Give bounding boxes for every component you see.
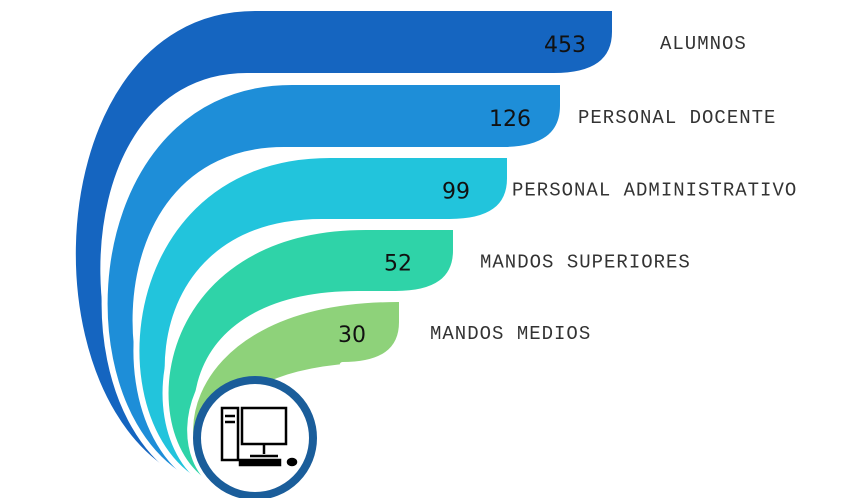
value: 453 (544, 33, 586, 58)
value: 99 (442, 180, 470, 205)
label: MANDOS MEDIOS (430, 323, 591, 345)
computer-icon (220, 406, 298, 467)
label: PERSONAL DOCENTE (578, 107, 776, 129)
texts: 453 ALUMNOS 126 PERSONAL DOCENTE 99 PERSONAL … (338, 33, 797, 348)
bands (69, 5, 618, 497)
label: MANDOS SUPERIORES (480, 252, 691, 274)
value: 30 (338, 323, 366, 348)
value: 126 (489, 107, 531, 132)
value: 52 (384, 252, 412, 277)
label: ALUMNOS (660, 33, 747, 55)
label: PERSONAL ADMINISTRATIVO (512, 180, 797, 202)
